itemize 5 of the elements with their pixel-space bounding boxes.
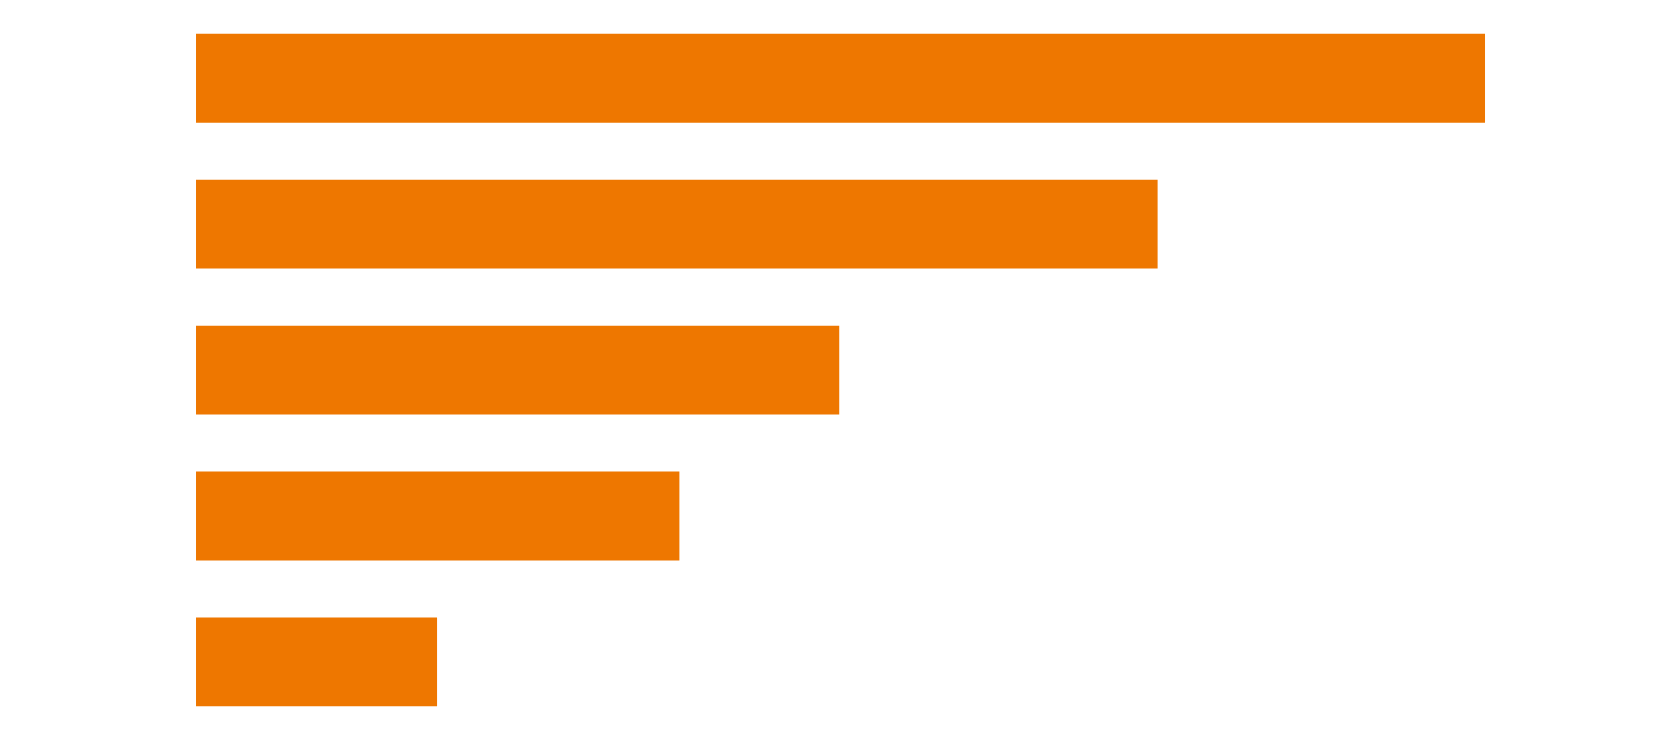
- bar: [196, 471, 680, 561]
- bar: [196, 33, 1486, 123]
- bar: [196, 325, 840, 415]
- bar: [196, 179, 1158, 269]
- bar: [196, 617, 438, 707]
